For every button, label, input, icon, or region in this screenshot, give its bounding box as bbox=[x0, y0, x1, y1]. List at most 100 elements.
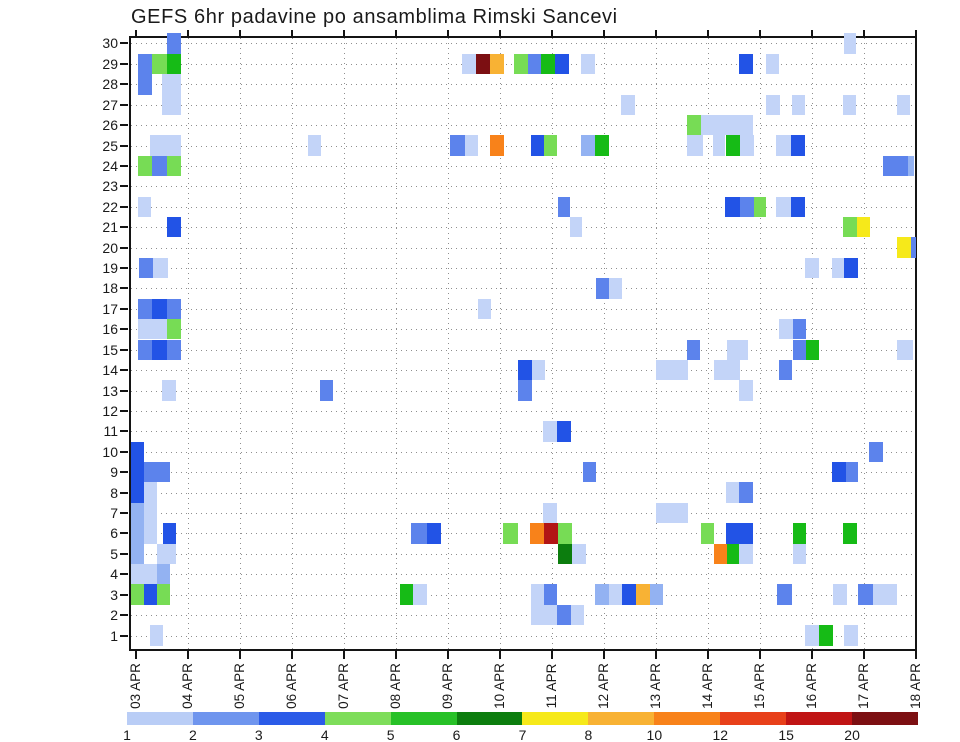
heatmap-cell bbox=[308, 135, 321, 156]
heatmap-cell bbox=[144, 461, 170, 483]
colorbar-label: 20 bbox=[844, 727, 860, 742]
heatmap-cell bbox=[739, 53, 753, 75]
heatmap-cell bbox=[167, 298, 181, 320]
y-axis-tick bbox=[120, 267, 128, 270]
x-axis-tick-top bbox=[187, 30, 189, 36]
x-axis-tick bbox=[811, 651, 813, 659]
heatmap-cell bbox=[754, 196, 766, 217]
y-axis-tick bbox=[120, 287, 128, 290]
heatmap-cell bbox=[138, 196, 151, 217]
x-axis-tick bbox=[655, 651, 657, 659]
heatmap-cell bbox=[844, 33, 856, 54]
heatmap-cell bbox=[153, 257, 168, 279]
heatmap-cell bbox=[622, 584, 636, 605]
x-axis-tick-top bbox=[655, 30, 657, 36]
heatmap-cell bbox=[144, 584, 157, 605]
heatmap-cell bbox=[152, 319, 167, 340]
heatmap-cell bbox=[558, 523, 572, 544]
y-axis-tick bbox=[120, 307, 128, 310]
heatmap-cell bbox=[650, 584, 663, 605]
heatmap-plot-area bbox=[129, 33, 917, 651]
colorbar-label: 15 bbox=[778, 727, 794, 742]
heatmap-cell bbox=[727, 339, 748, 360]
heatmap-cell bbox=[167, 53, 181, 75]
heatmap-cell bbox=[687, 114, 701, 136]
heatmap-cell bbox=[139, 257, 153, 279]
grid-line-vertical bbox=[448, 38, 449, 649]
grid-line-horizontal bbox=[131, 472, 915, 474]
x-axis-tick-top bbox=[759, 30, 761, 36]
heatmap-cell bbox=[701, 114, 753, 136]
heatmap-cell bbox=[766, 53, 779, 75]
heatmap-cell bbox=[687, 339, 700, 360]
y-axis-tick bbox=[120, 512, 128, 515]
y-axis-label: 9 bbox=[110, 464, 118, 481]
grid-line-vertical bbox=[656, 38, 657, 649]
x-axis-tick-top bbox=[239, 30, 241, 36]
heatmap-cell bbox=[805, 625, 819, 646]
heatmap-cell bbox=[531, 584, 544, 605]
heatmap-cell bbox=[476, 53, 490, 75]
x-axis-tick-top bbox=[135, 30, 137, 36]
y-axis-tick bbox=[120, 593, 128, 596]
heatmap-cell bbox=[621, 94, 635, 115]
y-axis-tick bbox=[120, 450, 128, 453]
heatmap-cell bbox=[806, 339, 819, 360]
x-axis-tick-top bbox=[447, 30, 449, 36]
y-axis-tick bbox=[120, 83, 128, 86]
heatmap-cell bbox=[609, 584, 622, 605]
heatmap-cell bbox=[725, 196, 740, 217]
heatmap-cell bbox=[740, 135, 754, 156]
heatmap-cell bbox=[518, 380, 532, 401]
heatmap-cell bbox=[157, 564, 170, 585]
heatmap-cell bbox=[819, 625, 833, 646]
heatmap-cell bbox=[162, 74, 181, 95]
grid-line-vertical bbox=[240, 38, 241, 649]
heatmap-cell bbox=[739, 380, 753, 401]
y-axis-label: 27 bbox=[102, 96, 118, 113]
y-axis-label: 6 bbox=[110, 525, 118, 542]
grid-line-vertical bbox=[760, 38, 761, 649]
heatmap-cell bbox=[777, 584, 792, 605]
heatmap-cell bbox=[726, 135, 740, 156]
heatmap-cell bbox=[911, 237, 916, 258]
colorbar-segment bbox=[258, 712, 325, 725]
heatmap-cell bbox=[793, 339, 806, 360]
heatmap-cell bbox=[897, 339, 913, 360]
y-axis-label: 26 bbox=[102, 117, 118, 134]
heatmap-cell bbox=[543, 421, 557, 442]
heatmap-cell bbox=[869, 441, 883, 462]
heatmap-cell bbox=[739, 482, 753, 503]
colorbar-label: 10 bbox=[646, 727, 663, 742]
heatmap-cell bbox=[138, 339, 152, 360]
heatmap-cell bbox=[541, 53, 555, 75]
heatmap-cell bbox=[791, 196, 805, 217]
heatmap-cell bbox=[138, 155, 152, 177]
heatmap-cell bbox=[727, 543, 739, 565]
heatmap-cell bbox=[793, 523, 806, 544]
y-axis-tick bbox=[120, 369, 128, 372]
colorbar-segment bbox=[588, 712, 655, 725]
heatmap-cell bbox=[792, 94, 805, 115]
y-axis-tick bbox=[120, 573, 128, 576]
y-axis-tick bbox=[120, 430, 128, 433]
heatmap-cell bbox=[411, 523, 427, 544]
grid-line-vertical bbox=[396, 38, 397, 649]
heatmap-cell bbox=[572, 543, 586, 565]
colorbar-segment bbox=[192, 712, 259, 725]
heatmap-cell bbox=[595, 135, 609, 156]
heatmap-cell bbox=[843, 217, 857, 238]
y-axis-label: 15 bbox=[102, 341, 118, 358]
y-axis-label: 20 bbox=[102, 239, 118, 256]
heatmap-cell bbox=[843, 523, 857, 544]
heatmap-cell bbox=[883, 155, 908, 177]
grid-line-horizontal bbox=[131, 615, 915, 617]
grid-line-vertical bbox=[500, 38, 501, 649]
y-axis-label: 14 bbox=[102, 362, 118, 379]
heatmap-cell bbox=[478, 298, 491, 320]
grid-line-horizontal bbox=[131, 451, 915, 453]
heatmap-cell bbox=[558, 543, 572, 565]
heatmap-cell bbox=[144, 482, 157, 503]
heatmap-cell bbox=[571, 604, 584, 626]
heatmap-cell bbox=[843, 94, 856, 115]
